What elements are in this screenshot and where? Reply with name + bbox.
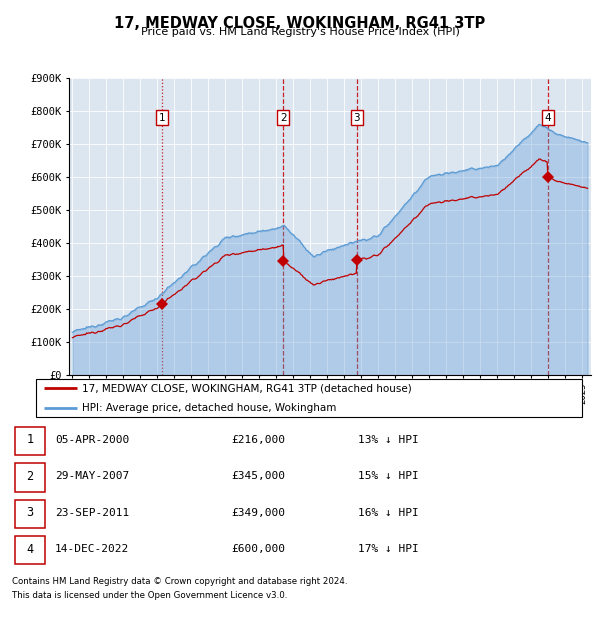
- Text: 17, MEDWAY CLOSE, WOKINGHAM, RG41 3TP (detached house): 17, MEDWAY CLOSE, WOKINGHAM, RG41 3TP (d…: [82, 383, 412, 394]
- Text: This data is licensed under the Open Government Licence v3.0.: This data is licensed under the Open Gov…: [12, 590, 287, 600]
- Text: 17, MEDWAY CLOSE, WOKINGHAM, RG41 3TP: 17, MEDWAY CLOSE, WOKINGHAM, RG41 3TP: [115, 16, 485, 30]
- Text: 2: 2: [26, 470, 34, 483]
- Text: Price paid vs. HM Land Registry's House Price Index (HPI): Price paid vs. HM Land Registry's House …: [140, 27, 460, 37]
- Text: 23-SEP-2011: 23-SEP-2011: [55, 508, 130, 518]
- Text: 17% ↓ HPI: 17% ↓ HPI: [358, 544, 418, 554]
- FancyBboxPatch shape: [15, 536, 45, 564]
- FancyBboxPatch shape: [15, 463, 45, 492]
- Text: 4: 4: [544, 113, 551, 123]
- Text: HPI: Average price, detached house, Wokingham: HPI: Average price, detached house, Woki…: [82, 402, 337, 413]
- Text: 1: 1: [26, 433, 34, 446]
- Text: 3: 3: [26, 506, 34, 519]
- Text: 13% ↓ HPI: 13% ↓ HPI: [358, 435, 418, 445]
- Text: 2: 2: [280, 113, 287, 123]
- Text: 14-DEC-2022: 14-DEC-2022: [55, 544, 130, 554]
- Text: 16% ↓ HPI: 16% ↓ HPI: [358, 508, 418, 518]
- Text: £349,000: £349,000: [231, 508, 285, 518]
- Text: 29-MAY-2007: 29-MAY-2007: [55, 471, 130, 481]
- Text: £216,000: £216,000: [231, 435, 285, 445]
- Text: £600,000: £600,000: [231, 544, 285, 554]
- FancyBboxPatch shape: [15, 500, 45, 528]
- Text: 4: 4: [26, 542, 34, 556]
- Text: £345,000: £345,000: [231, 471, 285, 481]
- Text: 15% ↓ HPI: 15% ↓ HPI: [358, 471, 418, 481]
- Text: 05-APR-2000: 05-APR-2000: [55, 435, 130, 445]
- Text: Contains HM Land Registry data © Crown copyright and database right 2024.: Contains HM Land Registry data © Crown c…: [12, 577, 347, 586]
- Text: 1: 1: [158, 113, 166, 123]
- FancyBboxPatch shape: [15, 427, 45, 455]
- Text: 3: 3: [353, 113, 360, 123]
